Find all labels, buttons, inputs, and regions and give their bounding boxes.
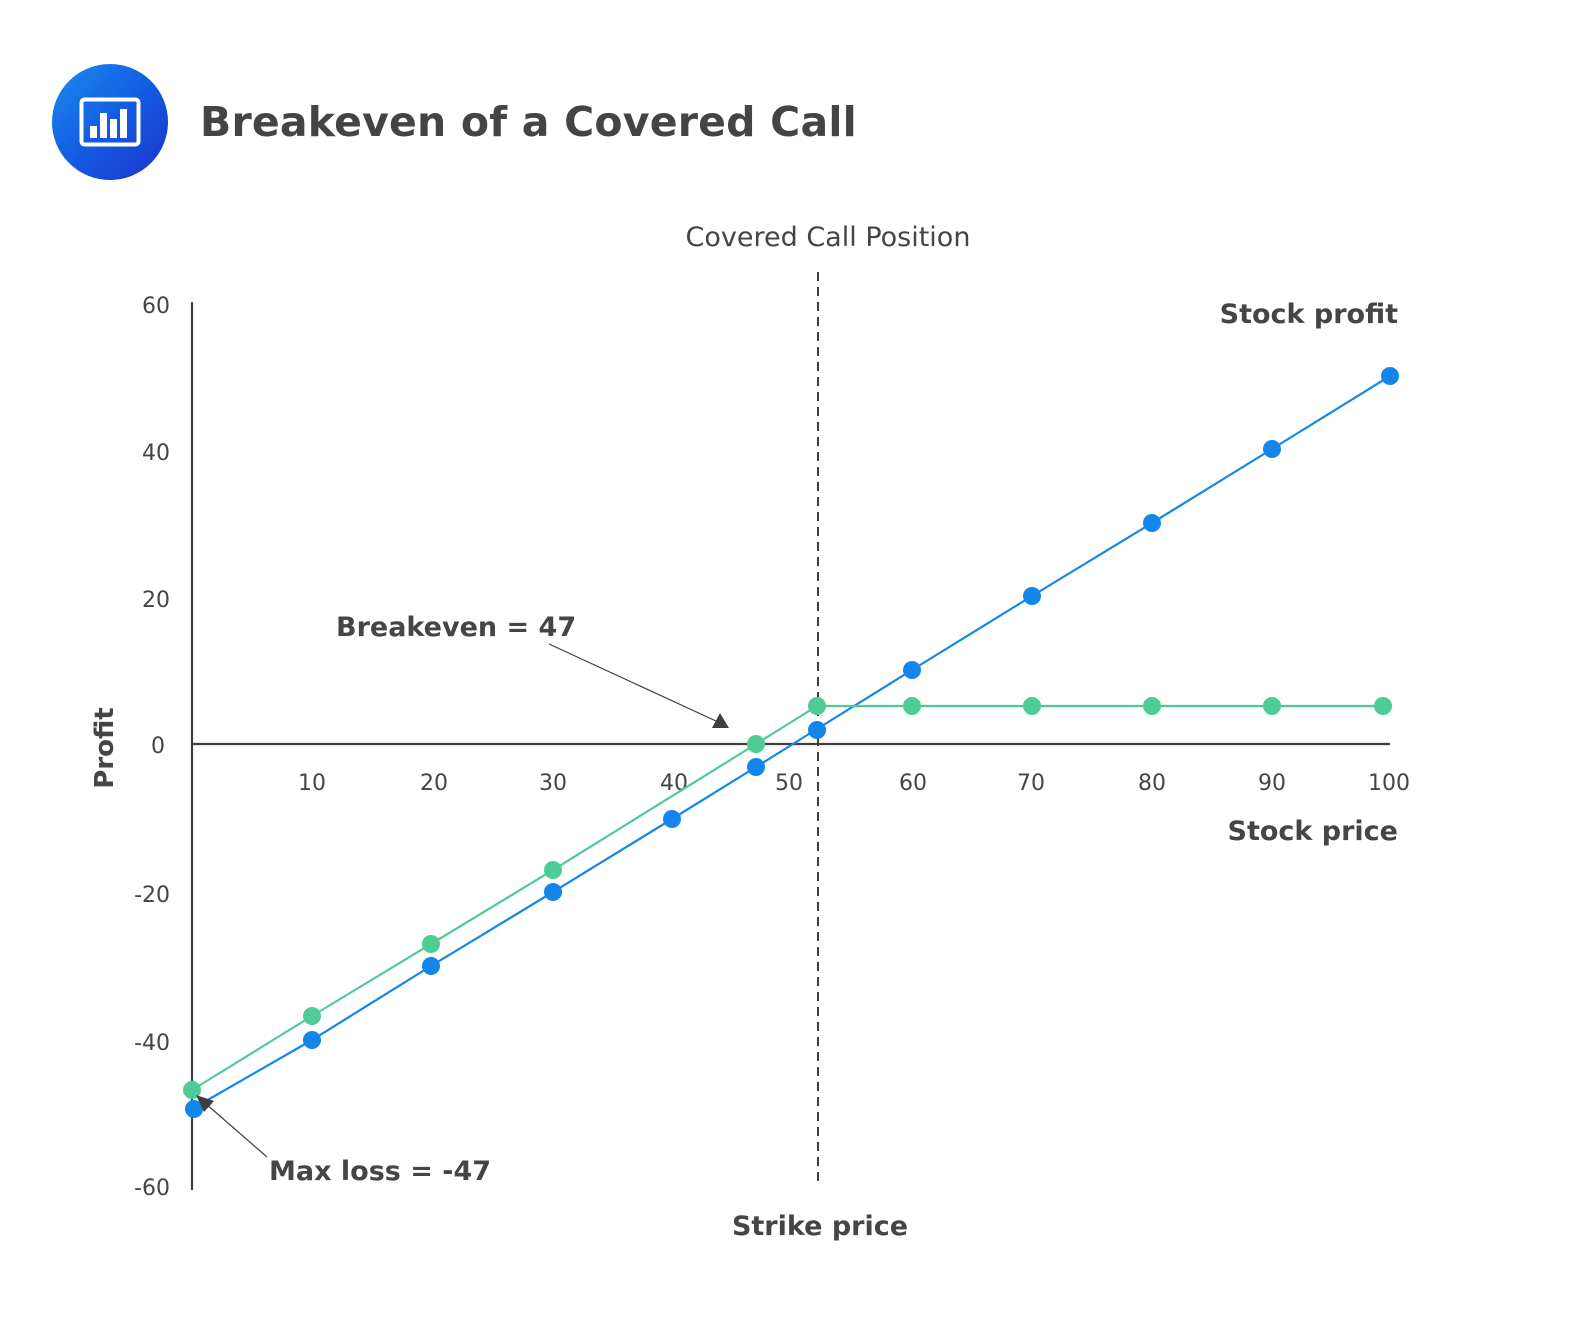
y-axis-label: Profit bbox=[90, 707, 120, 788]
y-tick: -20 bbox=[134, 883, 170, 908]
data-point bbox=[808, 697, 826, 715]
y-tick: 20 bbox=[142, 588, 170, 613]
data-point bbox=[544, 861, 562, 879]
data-point bbox=[903, 661, 921, 679]
data-point bbox=[747, 758, 765, 776]
data-point bbox=[1143, 514, 1161, 532]
data-point bbox=[1023, 697, 1041, 715]
x-tick: 90 bbox=[1258, 771, 1286, 796]
data-point bbox=[1263, 440, 1281, 458]
data-point bbox=[183, 1081, 201, 1099]
data-point bbox=[1374, 697, 1392, 715]
page-title: Breakeven of a Covered Call bbox=[200, 98, 857, 146]
x-tick-labels: 10 20 30 40 50 60 70 80 90 100 bbox=[298, 771, 1410, 796]
x-tick: 10 bbox=[298, 771, 326, 796]
chart-title: Covered Call Position bbox=[686, 222, 971, 253]
x-axis-label: Stock price bbox=[1228, 816, 1398, 847]
data-point bbox=[422, 935, 440, 953]
y-tick: 40 bbox=[142, 441, 170, 466]
stock-profit-label: Stock profit bbox=[1220, 299, 1398, 330]
bar-chart-icon bbox=[52, 64, 168, 180]
y-tick: -60 bbox=[134, 1176, 170, 1201]
y-tick-labels: 60 40 20 0 -20 -40 -60 bbox=[134, 294, 170, 1201]
data-point bbox=[303, 1031, 321, 1049]
data-point bbox=[1381, 367, 1399, 385]
y-tick: 60 bbox=[142, 294, 170, 319]
y-tick: -40 bbox=[134, 1031, 170, 1056]
max-loss-arrow-icon bbox=[204, 1102, 268, 1158]
x-tick: 70 bbox=[1017, 771, 1045, 796]
x-tick: 80 bbox=[1138, 771, 1166, 796]
series-covered-call bbox=[183, 697, 1392, 1099]
x-tick: 100 bbox=[1368, 771, 1410, 796]
arrowhead-icon bbox=[196, 1095, 214, 1112]
header: Breakeven of a Covered Call bbox=[52, 64, 857, 180]
data-point bbox=[663, 810, 681, 828]
data-point bbox=[747, 735, 765, 753]
data-point bbox=[303, 1007, 321, 1025]
arrowhead-icon bbox=[712, 713, 729, 728]
data-point bbox=[544, 883, 562, 901]
data-point bbox=[903, 697, 921, 715]
data-point bbox=[1263, 697, 1281, 715]
x-tick: 20 bbox=[420, 771, 448, 796]
data-point bbox=[422, 957, 440, 975]
x-tick: 40 bbox=[660, 771, 688, 796]
data-point bbox=[808, 721, 826, 739]
y-tick: 0 bbox=[151, 734, 165, 759]
series-stock-profit bbox=[185, 367, 1399, 1118]
strike-price-label-text: Strike price bbox=[732, 1211, 908, 1242]
max-loss-annotation: Max loss = -47 bbox=[269, 1156, 491, 1187]
data-point bbox=[185, 1100, 203, 1118]
x-tick: 60 bbox=[899, 771, 927, 796]
breakeven-arrow-icon bbox=[548, 643, 717, 722]
x-tick: 30 bbox=[539, 771, 567, 796]
data-point bbox=[1023, 587, 1041, 605]
breakeven-annotation: Breakeven = 47 bbox=[336, 612, 576, 643]
x-tick: 50 bbox=[775, 771, 803, 796]
data-point bbox=[1143, 697, 1161, 715]
